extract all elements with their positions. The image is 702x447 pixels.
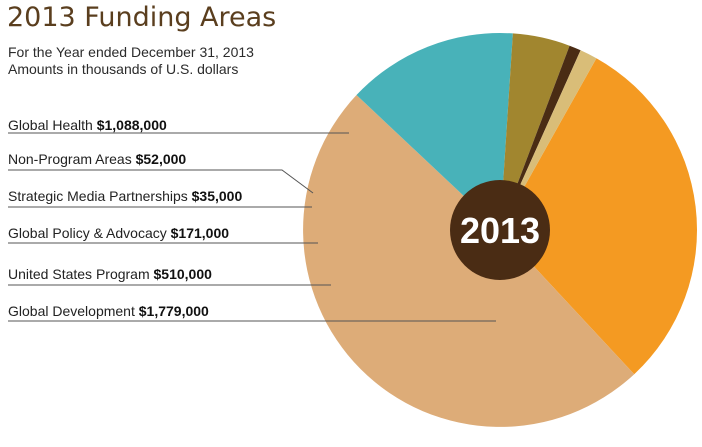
- label-value: $510,000: [154, 266, 213, 282]
- label-value: $35,000: [192, 188, 243, 204]
- chart-subtitle-period: For the Year ended December 31, 2013: [8, 44, 254, 60]
- label-global-health: Global Health $1,088,000: [8, 117, 167, 133]
- label-strategic-media-partnerships: Strategic Media Partnerships $35,000: [8, 188, 242, 204]
- pie-slice-united-states-program: [356, 32, 513, 231]
- label-value: $1,088,000: [97, 117, 167, 133]
- pie-slice-non-program-areas: [500, 50, 597, 230]
- label-name: Global Development: [8, 303, 139, 319]
- slice-labels: Global Health $1,088,000 Non-Program Area…: [8, 117, 242, 319]
- pie-slice-global-health: [500, 58, 698, 375]
- center-disc: [450, 180, 550, 280]
- label-value: $171,000: [171, 225, 230, 241]
- pie-slice-strategic-media-partnerships: [500, 45, 581, 231]
- chart-subtitle-units: Amounts in thousands of U.S. dollars: [8, 61, 239, 77]
- label-name: Global Policy & Advocacy: [8, 225, 171, 241]
- label-united-states-program: United States Program $510,000: [8, 266, 212, 282]
- pie-slices: [303, 32, 698, 427]
- leader-line-non-program-areas: [8, 169, 314, 194]
- center-year-label: 2013: [460, 210, 540, 251]
- pie-slice-global-policy-and-advocacy: [500, 33, 570, 230]
- leader-lines: [8, 132, 496, 322]
- label-value: $1,779,000: [139, 303, 209, 319]
- label-non-program-areas: Non-Program Areas $52,000: [8, 151, 186, 167]
- chart-title: 2013 Funding Areas: [7, 2, 277, 33]
- label-name: Strategic Media Partnerships: [8, 188, 192, 204]
- label-name: Global Health: [8, 117, 97, 133]
- label-global-policy-and-advocacy: Global Policy & Advocacy $171,000: [8, 225, 229, 241]
- label-value: $52,000: [136, 151, 187, 167]
- label-name: United States Program: [8, 266, 154, 282]
- label-global-development: Global Development $1,779,000: [8, 303, 209, 319]
- label-name: Non-Program Areas: [8, 151, 136, 167]
